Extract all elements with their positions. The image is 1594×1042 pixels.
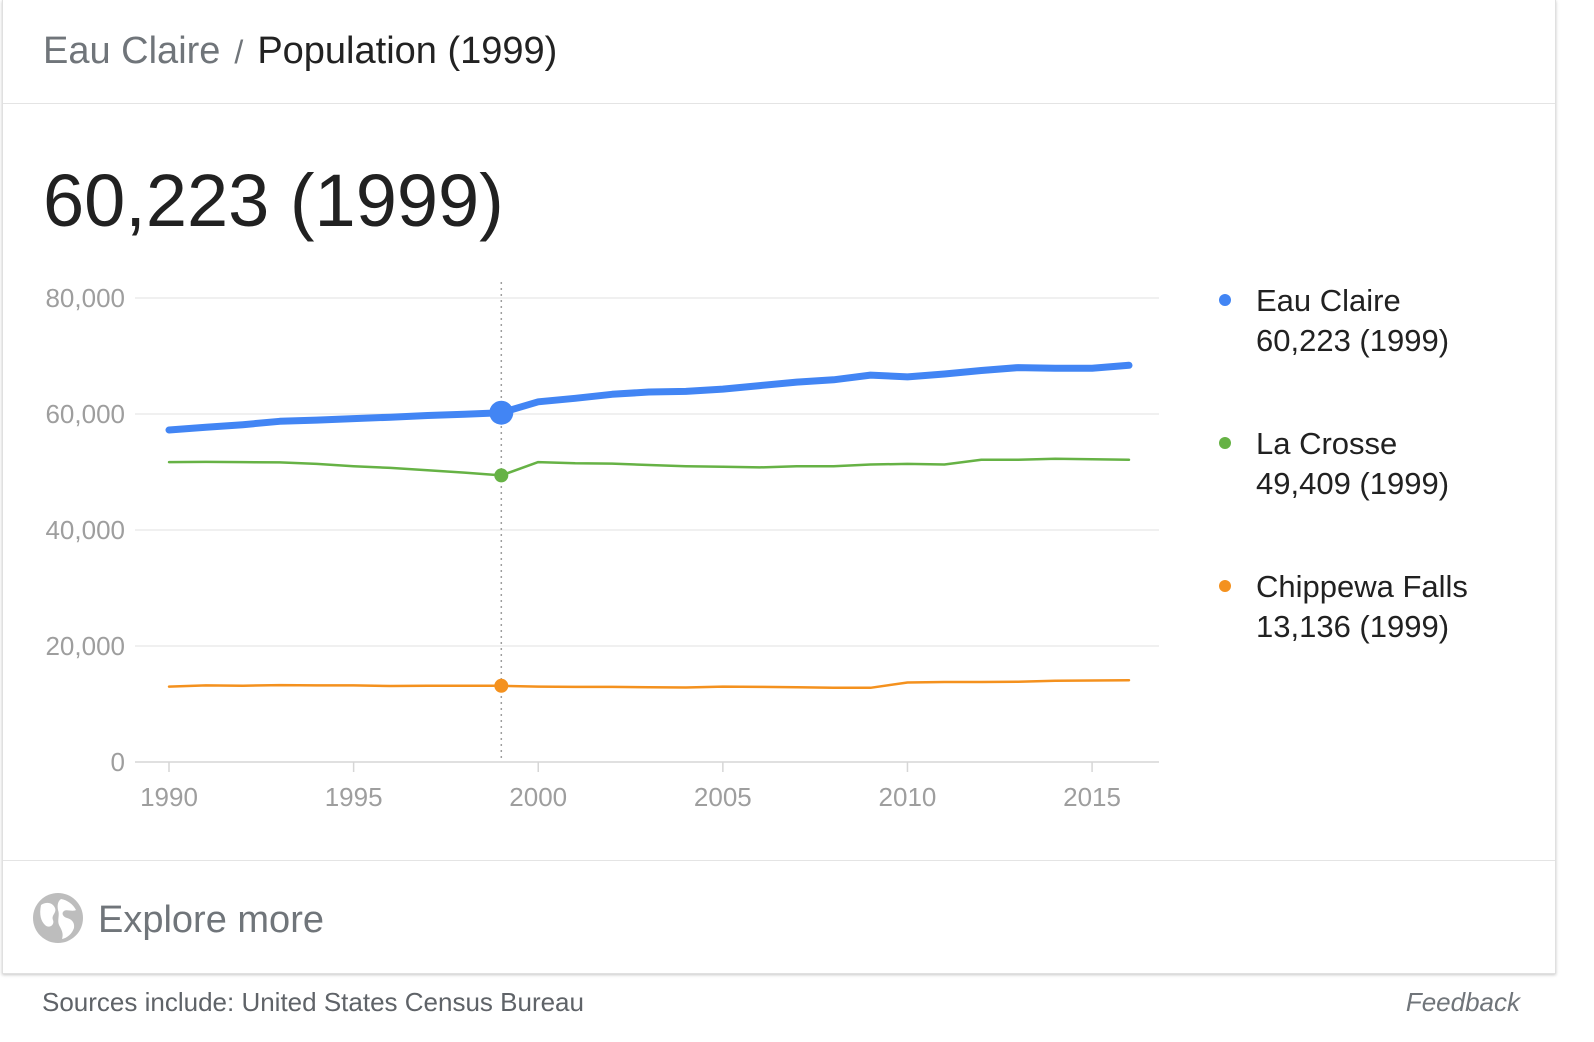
- explore-more-button[interactable]: Explore more: [3, 860, 1555, 974]
- highlight-point-la-crosse: [494, 468, 509, 483]
- legend-dot: [1219, 580, 1231, 592]
- legend-series-value: 13,136 (1999): [1256, 609, 1450, 644]
- y-tick-label: 40,000: [45, 515, 125, 545]
- breadcrumb: Eau Claire / Population (1999): [43, 26, 557, 77]
- x-tick-label: 2015: [1063, 782, 1121, 812]
- legend-series-value: 60,223 (1999): [1256, 323, 1450, 358]
- y-tick-label: 0: [111, 747, 125, 777]
- x-tick-label: 2005: [694, 782, 752, 812]
- explore-more-label: Explore more: [98, 899, 324, 941]
- x-tick-label: 1995: [325, 782, 383, 812]
- y-tick-label: 80,000: [45, 283, 125, 313]
- legend-series-name: Chippewa Falls: [1256, 569, 1468, 604]
- legend-dot: [1219, 294, 1231, 306]
- series-line-la-crosse: [167, 457, 1131, 477]
- headline-value: 60,223 (1999): [43, 159, 504, 242]
- feedback-link[interactable]: Feedback: [1405, 987, 1520, 1017]
- breadcrumb-metric: Population (1999): [257, 30, 558, 72]
- breadcrumb-place[interactable]: Eau Claire: [43, 30, 221, 72]
- population-card: Eau Claire / Population (1999) 60,223 (199…: [2, 0, 1556, 974]
- y-tick-label: 20,000: [45, 631, 125, 661]
- breadcrumb-separator: /: [234, 34, 244, 70]
- y-tick-label: 60,000: [45, 399, 125, 429]
- legend-dot: [1219, 437, 1231, 449]
- highlight-point-eau-claire: [489, 400, 514, 425]
- series-line-eau-claire: [165, 361, 1133, 434]
- globe-icon: [33, 893, 83, 943]
- x-tick-label: 2000: [509, 782, 567, 812]
- legend-series-name: Eau Claire: [1256, 283, 1401, 318]
- population-line-chart[interactable]: 0 20,000 40,000 60,000 80,000 1990 1995 2000 200…: [3, 270, 1203, 830]
- legend-series-name: La Crosse: [1256, 426, 1398, 461]
- series-line-chippewa-falls: [167, 678, 1131, 690]
- card-header: Eau Claire / Population (1999): [3, 0, 1555, 104]
- sources-note: Sources include: United States Census Bu…: [42, 987, 584, 1017]
- x-tick-label: 1990: [140, 782, 198, 812]
- legend-series-value: 49,409 (1999): [1256, 466, 1450, 501]
- x-tick-label: 2010: [879, 782, 937, 812]
- highlight-point-chippewa-falls: [494, 678, 509, 693]
